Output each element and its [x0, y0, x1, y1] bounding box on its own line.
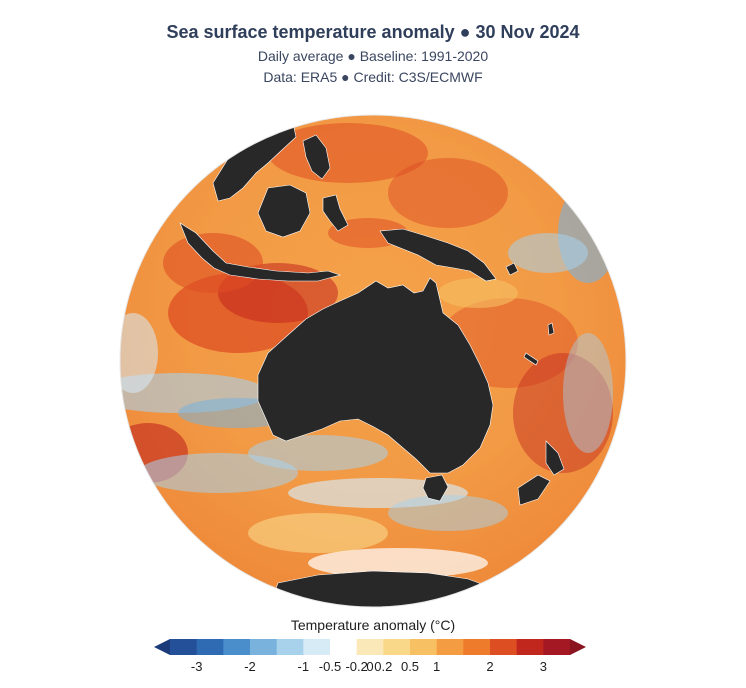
- colorbar: [154, 639, 586, 655]
- australia: [257, 277, 494, 474]
- sumatra-java: [179, 222, 342, 282]
- anomaly-patch: [388, 495, 508, 531]
- colorbar-tick-label: -0.2: [345, 659, 368, 674]
- new-zealand-south: [517, 474, 551, 506]
- tasmania: [422, 474, 449, 502]
- solomon-islands: [505, 262, 519, 276]
- anomaly-patch: [438, 278, 518, 308]
- borneo: [257, 184, 311, 238]
- sulawesi: [322, 194, 349, 232]
- colorbar-bin: [463, 639, 491, 655]
- anomaly-patch: [388, 158, 508, 228]
- globe-map: [119, 114, 627, 608]
- anomaly-patch: [508, 233, 588, 273]
- colorbar-bin: [303, 639, 331, 655]
- colorbar-bin: [516, 639, 544, 655]
- colorbar-min-arrow: [154, 639, 170, 655]
- anomaly-patch: [248, 513, 388, 553]
- anomaly-patch: [268, 123, 428, 183]
- legend-title: Temperature anomaly (°C): [290, 617, 456, 633]
- colorbar-tick-label: -2: [244, 659, 256, 674]
- colorbar-bin: [276, 639, 304, 655]
- colorbar-bin: [356, 639, 384, 655]
- new-caledonia: [523, 352, 539, 366]
- anomaly-patch: [138, 453, 298, 493]
- colorbar-bin: [170, 639, 198, 655]
- colorbar-tick-label: 2: [486, 659, 494, 674]
- colorbar-ticks: -3 -2 -1 -0.5 -0.2 0 0.2 0.5 1 2 3: [0, 659, 746, 679]
- anomaly-patch: [308, 548, 488, 578]
- new-zealand-north: [545, 440, 565, 476]
- colorbar-bin: [330, 639, 358, 655]
- colorbar-bin: [196, 639, 224, 655]
- colorbar-bin: [410, 639, 438, 655]
- colorbar-tick-label: 3: [539, 659, 547, 674]
- colorbar-max-arrow: [570, 639, 586, 655]
- colorbar-bin: [383, 639, 411, 655]
- philippines: [302, 134, 331, 180]
- colorbar-bin: [543, 639, 571, 655]
- vanuatu-islands: [547, 322, 555, 336]
- colorbar-bin: [490, 639, 518, 655]
- colorbar-tick-label: 0.5: [400, 659, 420, 674]
- map-subtitle-period: Daily average ● Baseline: 1991-2020: [257, 48, 489, 64]
- anomaly-patch: [563, 333, 613, 453]
- map-subtitle-credit: Data: ERA5 ● Credit: C3S/ECMWF: [263, 69, 483, 85]
- map-title: Sea surface temperature anomaly ● 30 Nov…: [166, 22, 580, 42]
- colorbar-bin: [223, 639, 251, 655]
- colorbar-bin: [250, 639, 278, 655]
- anomaly-patch: [513, 353, 613, 473]
- colorbar-tick-label: -1: [297, 659, 310, 674]
- new-guinea: [379, 228, 497, 282]
- colorbar-tick-label: 1: [433, 659, 441, 674]
- colorbar-tick-label: -0.5: [318, 659, 342, 674]
- colorbar-bin: [436, 639, 464, 655]
- colorbar-tick-label: -3: [190, 659, 203, 674]
- colorbar-tick-label: 0.2: [374, 659, 393, 674]
- colorbar-tick-label: 0: [366, 659, 374, 674]
